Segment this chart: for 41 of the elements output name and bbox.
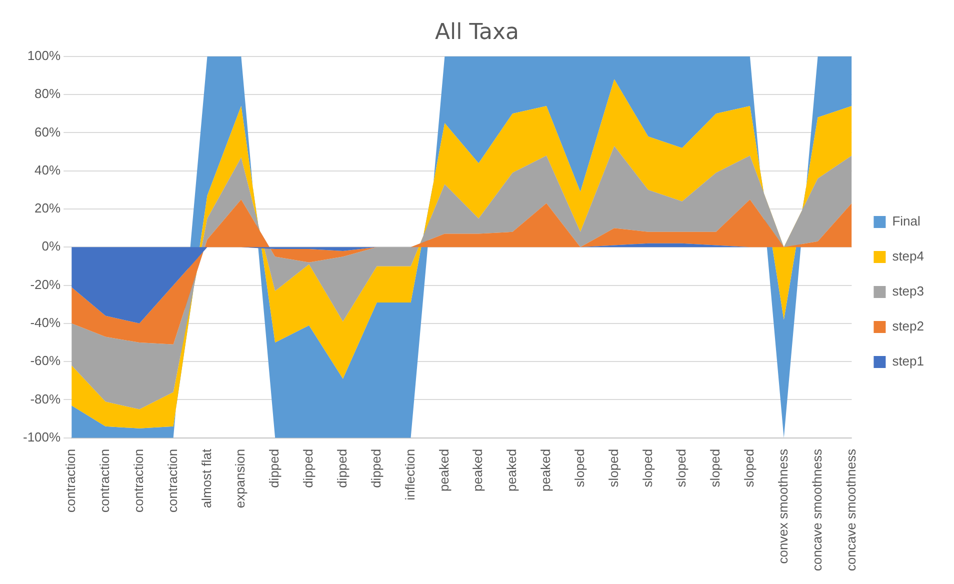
y-tick-label: 0% — [42, 238, 62, 254]
x-tick-label: sloped — [640, 448, 655, 488]
x-tick-label: sloped — [606, 448, 621, 488]
x-tick-label: inflection — [402, 448, 418, 500]
y-tick-label: -40% — [30, 315, 62, 330]
y-tick-label: 20% — [34, 200, 62, 216]
x-tick-label: contraction — [164, 448, 180, 512]
y-tick-label: -20% — [30, 276, 62, 292]
y-tick-label: 40% — [34, 162, 62, 178]
y-tick-label: -80% — [30, 391, 62, 406]
x-tick-label: expansion — [232, 448, 248, 508]
x-tick-label: peaked — [470, 448, 486, 492]
x-tick-label: almost flat — [198, 448, 214, 508]
x-tick-label: convex smoothness — [775, 448, 790, 564]
x-tick-label: contraction — [63, 448, 78, 512]
x-tick-label: dipped — [368, 448, 384, 488]
y-tick-label: 60% — [34, 124, 62, 140]
legend-label: step4 — [892, 248, 924, 264]
x-tick-label: concave smoothness — [843, 448, 858, 571]
legend-label: step1 — [892, 354, 924, 369]
x-tick-label: sloped — [708, 448, 723, 488]
y-tick-label: -100% — [23, 429, 62, 444]
x-tick-label: peaked — [504, 448, 520, 492]
y-tick-label: 100% — [27, 48, 62, 63]
x-tick-label: dipped — [334, 448, 350, 488]
y-tick-label: 80% — [34, 86, 62, 102]
x-tick-label: contraction — [130, 448, 146, 512]
chart-title: All Taxa — [434, 20, 520, 45]
x-tick-label: sloped — [572, 448, 587, 488]
x-tick-label: sloped — [742, 448, 757, 488]
x-tick-label: peaked — [538, 448, 554, 492]
x-tick-label: concave smoothness — [809, 448, 824, 571]
x-tick-label: peaked — [436, 448, 452, 492]
x-tick-label: dipped — [300, 448, 316, 488]
y-tick-label: -60% — [30, 353, 62, 368]
x-tick-label: dipped — [266, 448, 282, 488]
legend-label: step3 — [892, 284, 924, 299]
legend-label: Final — [892, 214, 920, 229]
x-tick-label: contraction — [97, 448, 112, 512]
legend-label: step2 — [892, 318, 924, 334]
x-tick-label: sloped — [674, 448, 689, 488]
